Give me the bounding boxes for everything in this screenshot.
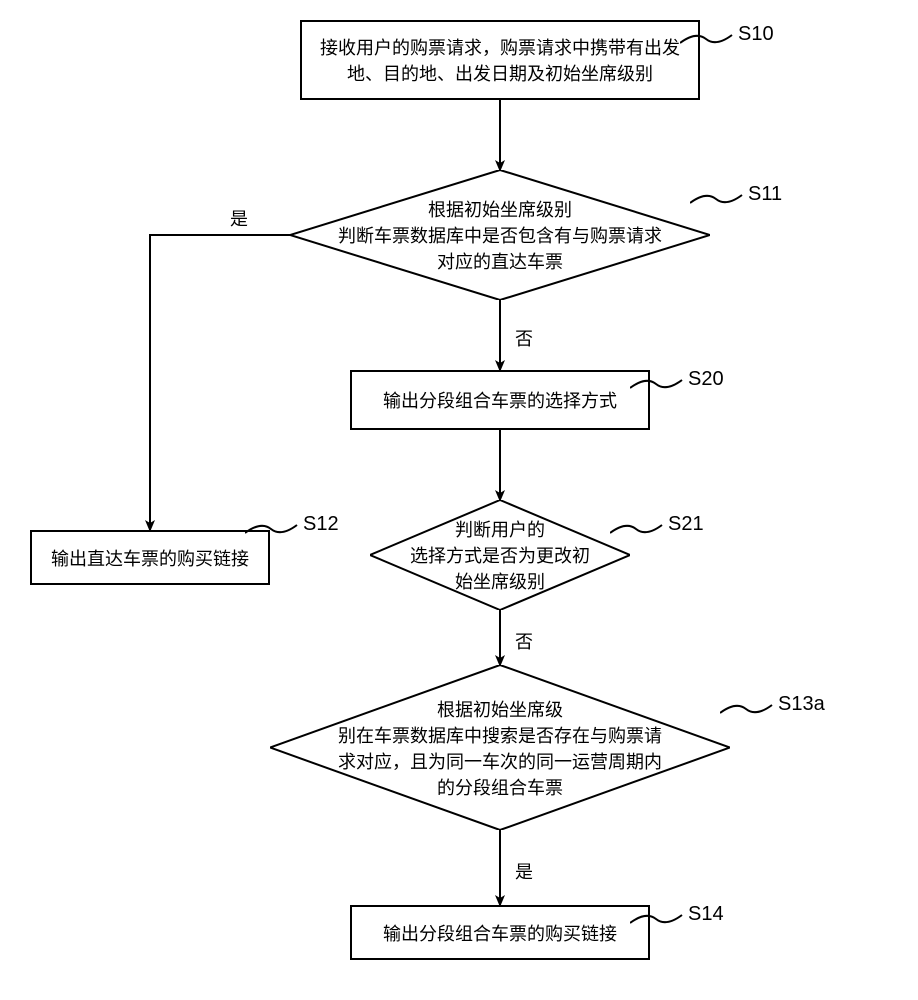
- node-text-s14: 输出分段组合车票的购买链接: [383, 920, 617, 946]
- node-text-s12: 输出直达车票的购买链接: [51, 545, 249, 571]
- branch-label-0: 是: [230, 205, 248, 231]
- edge-5: [150, 235, 290, 530]
- node-s12: 输出直达车票的购买链接: [30, 530, 270, 585]
- step-code-s14: S14: [688, 903, 724, 926]
- step-code-s13a: S13a: [778, 693, 825, 716]
- node-text-s13a: 根据初始坐席级 别在车票数据库中搜索是否存在与购票请 求对应，且为同一车次的同一…: [328, 696, 672, 800]
- branch-label-1: 否: [515, 325, 533, 351]
- step-label-s11: S11: [690, 185, 810, 215]
- step-code-s10: S10: [738, 23, 774, 46]
- step-code-s21: S21: [668, 513, 704, 536]
- node-s21: 判断用户的 选择方式是否为更改初 始坐席级别: [370, 500, 630, 610]
- branch-label-3: 是: [515, 858, 533, 884]
- step-code-s11: S11: [748, 183, 782, 206]
- node-text-s21: 判断用户的 选择方式是否为更改初 始坐席级别: [400, 516, 600, 594]
- node-s11: 根据初始坐席级别 判断车票数据库中是否包含有与购票请求 对应的直达车票: [290, 170, 710, 300]
- step-label-s21: S21: [610, 515, 730, 545]
- node-s20: 输出分段组合车票的选择方式: [350, 370, 650, 430]
- step-label-s14: S14: [630, 905, 750, 935]
- node-s13a: 根据初始坐席级 别在车票数据库中搜索是否存在与购票请 求对应，且为同一车次的同一…: [270, 665, 730, 830]
- step-label-s10: S10: [680, 25, 800, 55]
- step-code-s20: S20: [688, 368, 724, 391]
- node-s14: 输出分段组合车票的购买链接: [350, 905, 650, 960]
- step-code-s12: S12: [303, 513, 339, 536]
- node-text-s10: 接收用户的购票请求，购票请求中携带有出发地、目的地、出发日期及初始坐席级别: [308, 34, 692, 86]
- step-label-s20: S20: [630, 370, 750, 400]
- step-label-s13a: S13a: [720, 695, 840, 725]
- node-s10: 接收用户的购票请求，购票请求中携带有出发地、目的地、出发日期及初始坐席级别: [300, 20, 700, 100]
- step-label-s12: S12: [245, 515, 365, 545]
- node-text-s11: 根据初始坐席级别 判断车票数据库中是否包含有与购票请求 对应的直达车票: [328, 196, 672, 274]
- node-text-s20: 输出分段组合车票的选择方式: [383, 387, 617, 413]
- branch-label-2: 否: [515, 628, 533, 654]
